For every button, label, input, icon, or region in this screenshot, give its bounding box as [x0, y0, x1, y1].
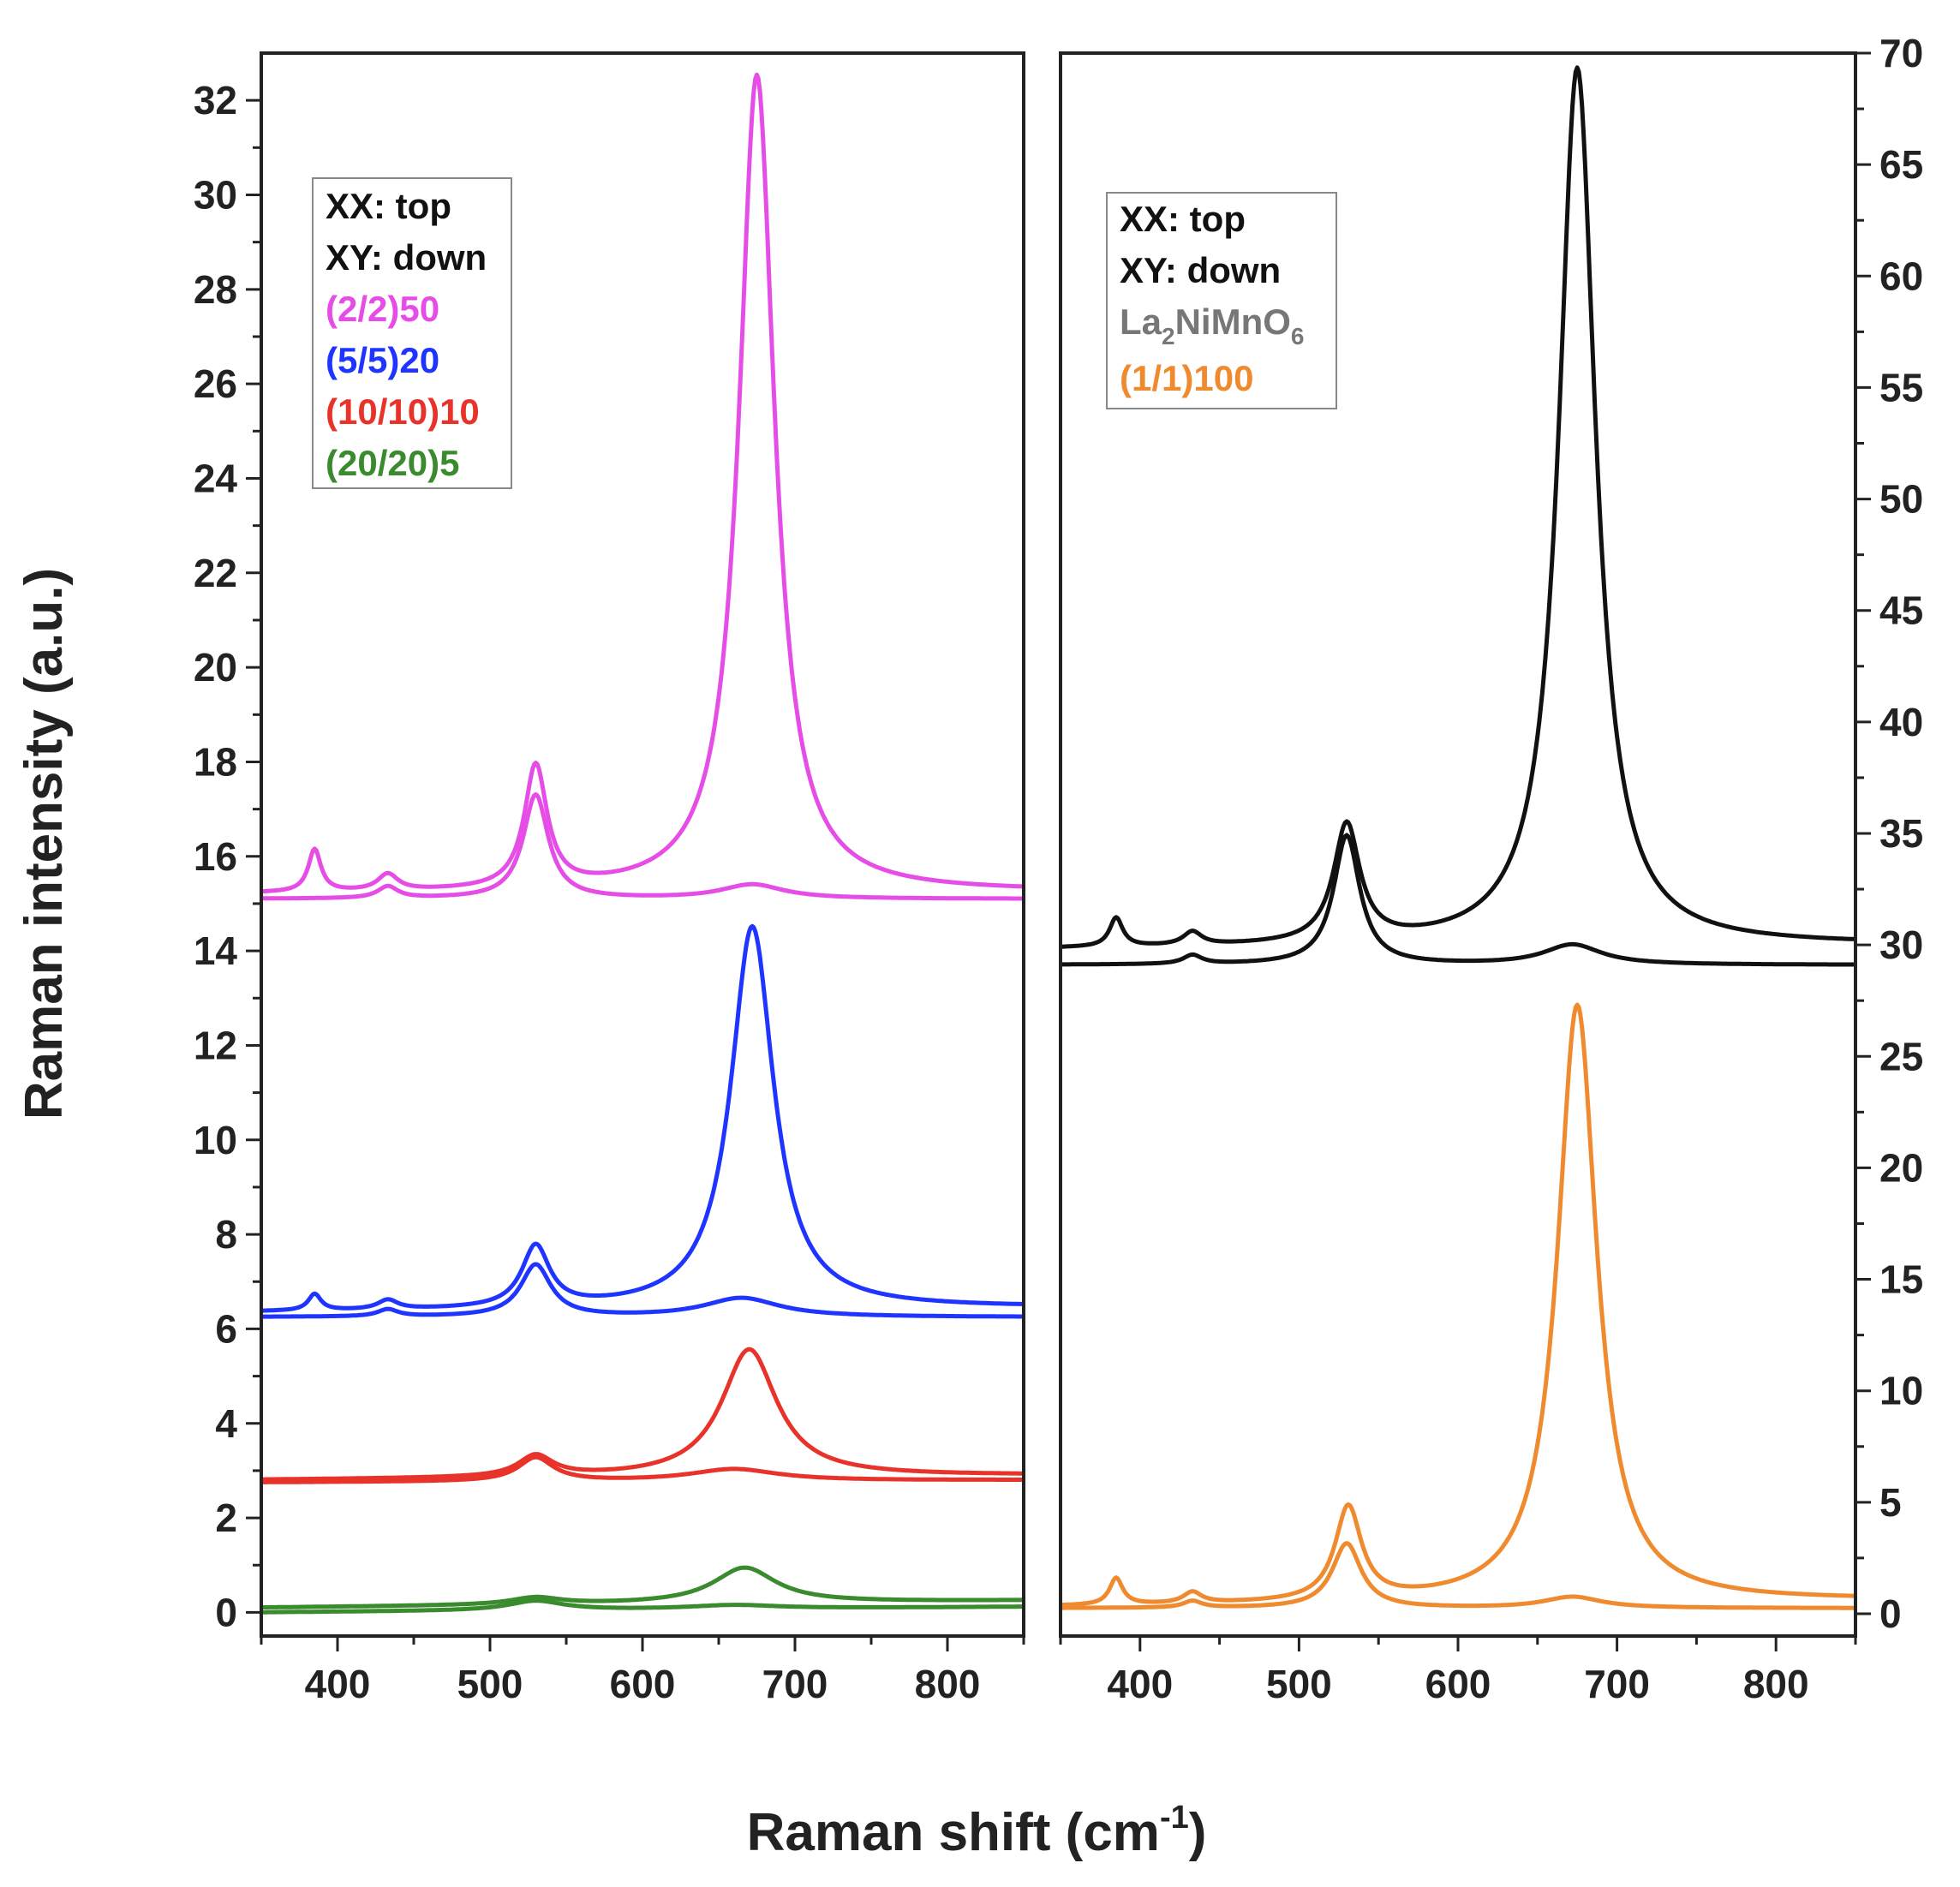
spectrum-line [260, 1565, 1025, 1609]
y-tick-label: 18 [194, 739, 237, 784]
spectrum-line [260, 72, 1025, 894]
y-tick-label: 15 [1879, 1257, 1923, 1302]
y-tick-label: 25 [1879, 1034, 1923, 1078]
left-legend-entry: (2/2)50 [326, 289, 439, 329]
x-tick-label: 400 [1107, 1662, 1173, 1706]
x-tick-label: 800 [915, 1662, 981, 1706]
compound-main: La [1120, 302, 1162, 342]
y-tick-label: 65 [1879, 142, 1923, 187]
x-axis-title-close: ) [1189, 1803, 1207, 1862]
spectrum-line [1060, 1002, 1856, 1608]
right-legend-entry: (1/1)100 [1120, 358, 1253, 398]
spectrum-line [1060, 65, 1856, 949]
right-legend: XX: top XY: down La2NiMnO6 (1/1)100 [1106, 192, 1337, 409]
y-tick-label: 60 [1879, 254, 1923, 298]
spectrum-line [260, 923, 1025, 1313]
x-tick-label: 800 [1743, 1662, 1809, 1706]
y-tick-label: 16 [194, 834, 237, 879]
y-tick-label: 70 [1879, 31, 1923, 75]
x-tick-label: 500 [1266, 1662, 1332, 1706]
y-tick-label: 55 [1879, 365, 1923, 409]
y-tick-label: 20 [194, 645, 237, 690]
y-tick-label: 0 [1879, 1591, 1902, 1636]
left-legend-entry: XY: down [326, 237, 487, 278]
left-legend-entry: (20/20)5 [326, 443, 459, 483]
compound-sub: 6 [1291, 323, 1305, 349]
spectrum-line [260, 792, 1025, 901]
y-tick-label: 6 [215, 1306, 237, 1351]
y-tick-label: 5 [1879, 1480, 1902, 1525]
x-tick-label: 700 [1584, 1662, 1650, 1706]
x-tick-label: 600 [1425, 1662, 1491, 1706]
right-ticks-layer: 400 500 600 700 800 0 5 10 15 20 25 30 35 40 45 50 55 60 6… [1059, 31, 1923, 1706]
spectrum-line [260, 1598, 1025, 1615]
y-tick-label: 12 [194, 1023, 237, 1067]
spectrum-line [260, 1454, 1025, 1484]
right-legend-entry-compound: La2NiMnO6 [1120, 302, 1304, 349]
y-tick-label: 28 [194, 267, 237, 312]
right-series-layer [1060, 65, 1856, 1610]
y-tick-label: 32 [194, 78, 237, 122]
spectrum-line [1060, 1541, 1856, 1610]
spectrum-line [260, 1262, 1025, 1319]
right-plot-frame [1059, 51, 1857, 1638]
y-tick-label: 8 [215, 1212, 237, 1257]
right-legend-box [1106, 192, 1337, 409]
left-legend-entry: (5/5)20 [326, 340, 439, 380]
compound-sub: 2 [1162, 323, 1175, 349]
left-legend-entry: (10/10)10 [326, 391, 480, 432]
x-tick-label: 600 [610, 1662, 676, 1706]
right-panel: 400 500 600 700 800 0 5 10 15 20 25 30 35 40 45 50 55 60 6… [1059, 31, 1923, 1706]
spectrum-line [1060, 833, 1856, 967]
y-tick-label: 35 [1879, 811, 1923, 856]
y-tick-label: 45 [1879, 588, 1923, 633]
left-panel: 400 500 600 700 8000246810121416182022242628… [194, 51, 1025, 1706]
y-tick-label: 50 [1879, 477, 1923, 522]
right-legend-entry: XY: down [1120, 250, 1281, 290]
compound-mid: NiMnO [1175, 302, 1291, 342]
spectrum-line [260, 1347, 1025, 1482]
x-axis-title-sup: -1 [1160, 1800, 1189, 1836]
y-tick-label: 4 [215, 1401, 237, 1446]
y-tick-label: 26 [194, 361, 237, 406]
y-tick-label: 10 [1879, 1369, 1923, 1413]
y-tick-label: 24 [194, 456, 238, 500]
y-tick-label: 22 [194, 551, 237, 595]
y-axis-title: Raman intensity (a.u.) [15, 568, 74, 1120]
x-tick-label: 700 [762, 1662, 828, 1706]
y-tick-label: 40 [1879, 700, 1923, 744]
y-tick-label: 2 [215, 1496, 237, 1540]
x-tick-label: 500 [457, 1662, 523, 1706]
left-legend: XX: top XY: down (2/2)50 (5/5)20 (10/10)… [312, 177, 512, 489]
left-legend-box [312, 177, 512, 489]
y-tick-label: 30 [194, 172, 237, 217]
left-series-layer [260, 72, 1025, 1615]
y-tick-label: 14 [194, 929, 238, 973]
left-ticks-layer: 400 500 600 700 8000246810121416182022242628… [194, 78, 1025, 1706]
x-axis-title-main: Raman shift (cm [747, 1803, 1160, 1862]
y-tick-label: 20 [1879, 1145, 1923, 1190]
x-axis-title: Raman shift (cm-1) [747, 1800, 1207, 1862]
y-tick-label: 30 [1879, 923, 1923, 967]
right-legend-entry: XX: top [1120, 199, 1246, 239]
left-legend-entry: XX: top [326, 186, 451, 226]
y-tick-label: 0 [215, 1590, 237, 1634]
y-tick-label: 10 [194, 1118, 237, 1162]
left-plot-frame [260, 51, 1025, 1638]
x-tick-label: 400 [305, 1662, 371, 1706]
